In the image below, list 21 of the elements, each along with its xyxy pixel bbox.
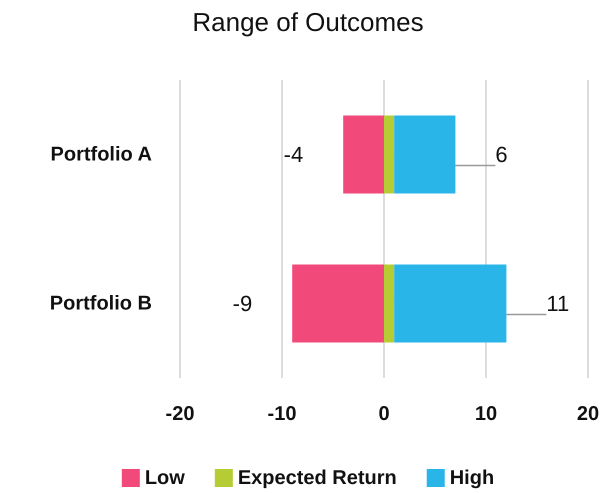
bar: [292, 264, 384, 342]
legend-label: Expected Return: [238, 467, 397, 489]
x-tick-label: 20: [576, 403, 600, 425]
bar: [343, 116, 384, 194]
bar: [394, 264, 506, 342]
x-tick-label: -10: [268, 403, 296, 425]
data-label: -4: [284, 142, 304, 167]
x-tick-label: -20: [166, 403, 194, 425]
data-label: -9: [232, 291, 252, 316]
legend-label: Low: [144, 467, 186, 489]
legend-label: High: [450, 467, 494, 489]
x-tick-label: 0: [378, 403, 390, 425]
bar: [384, 264, 394, 342]
y-tick-label: Portfolio B: [50, 292, 152, 314]
bar: [384, 116, 394, 194]
data-label: 11: [546, 291, 570, 316]
data-label: 6: [495, 142, 508, 167]
y-tick-label: Portfolio A: [50, 144, 152, 166]
x-tick-label: 10: [474, 403, 498, 425]
bar: [394, 116, 456, 194]
chart-title: Range of Outcomes: [192, 7, 424, 37]
